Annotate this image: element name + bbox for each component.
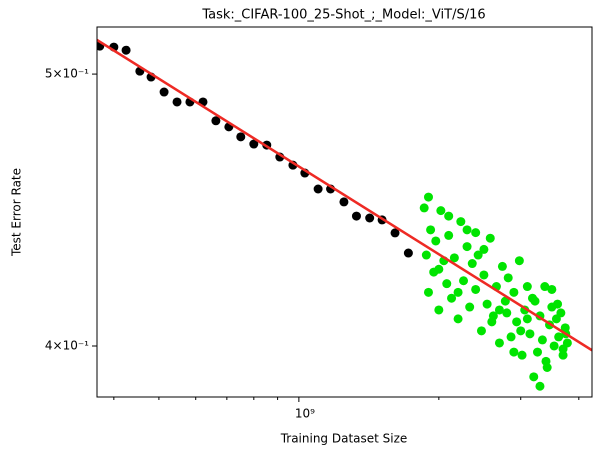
scatter-point — [558, 344, 568, 354]
scatter-point — [479, 244, 489, 254]
y-tick-label: 4×10⁻¹ — [45, 338, 89, 352]
y-tick-label: 5×10⁻¹ — [45, 67, 89, 81]
scatter-point — [506, 332, 516, 342]
scatter-point — [517, 350, 527, 360]
scatter-point — [453, 314, 463, 324]
scatter-point — [487, 317, 497, 327]
scatter-point — [494, 338, 504, 348]
scatter-point — [529, 372, 539, 382]
scatter-point — [500, 296, 510, 306]
scatter-point — [525, 329, 535, 339]
scatter-point — [541, 356, 551, 366]
scatter-point — [434, 264, 444, 274]
fit-line — [97, 38, 592, 352]
scatter-point — [509, 347, 519, 357]
scatter-point — [514, 256, 524, 266]
scatter-point — [423, 192, 433, 202]
scatter-point — [509, 287, 519, 297]
scatter-point — [459, 276, 469, 286]
scatter-point — [444, 211, 454, 221]
scatter-point — [516, 326, 526, 336]
scatter-point — [485, 233, 495, 243]
scatter-point — [467, 259, 477, 269]
scatter-point — [522, 282, 532, 292]
chart-title: Task:_CIFAR-100_25-Shot_;_Model:_ViT/S/1… — [201, 8, 485, 23]
scatter-point — [313, 184, 323, 194]
scatter-point — [479, 270, 489, 280]
scatter-point — [159, 87, 169, 97]
scatter-point — [497, 261, 507, 271]
scatter-point — [442, 279, 452, 289]
scatter-point — [444, 230, 454, 240]
scatter-point — [471, 228, 481, 238]
scatter-point — [547, 284, 557, 294]
scatter-point — [453, 287, 463, 297]
scatter-point — [471, 284, 481, 294]
scatter-point — [549, 341, 559, 351]
scatter-point — [553, 299, 563, 309]
scatter-point — [554, 332, 564, 342]
scatter-point — [236, 132, 246, 142]
scatter-point — [423, 287, 433, 297]
x-axis-label: Training Dataset Size — [280, 432, 408, 446]
scatter-point — [540, 282, 550, 292]
plot-area — [97, 38, 592, 391]
scatter-point — [403, 248, 413, 258]
scatter-point — [535, 381, 545, 391]
scatter-point — [351, 211, 361, 221]
scatter-point — [462, 225, 472, 235]
scatter-point — [522, 314, 532, 324]
scatter-point — [465, 302, 475, 312]
scatter-point — [249, 139, 259, 149]
scatter-point — [211, 116, 221, 126]
x-tick-label: 10⁹ — [295, 407, 315, 421]
plot-frame — [96, 26, 593, 398]
scatter-point — [436, 206, 446, 216]
scatter-point — [365, 213, 375, 223]
scatter-point — [434, 305, 444, 315]
scatter-point — [462, 242, 472, 252]
scatter-point — [502, 308, 512, 318]
scatter-point — [426, 225, 436, 235]
scatter-point — [449, 253, 459, 263]
scatter-point — [339, 197, 349, 207]
scatter-point — [494, 305, 504, 315]
scatter-point — [473, 250, 483, 260]
scatter-point — [390, 228, 400, 238]
scatter-point — [456, 217, 466, 227]
scatter-point — [512, 317, 522, 327]
scatter-point — [172, 97, 182, 107]
y-axis-label: Test Error Rate — [10, 168, 24, 257]
scatter-point — [121, 45, 131, 55]
scatter-point — [431, 236, 441, 246]
scatter-point — [482, 299, 492, 309]
scatter-point — [537, 335, 547, 345]
scatter-point — [447, 293, 457, 303]
scatter-point — [419, 203, 429, 213]
scatter-point — [476, 326, 486, 336]
scatter-point — [556, 308, 566, 318]
scatter-point — [530, 296, 540, 306]
scatter-point — [421, 250, 431, 260]
scatter-point — [533, 347, 543, 357]
scatter-point — [503, 273, 513, 283]
